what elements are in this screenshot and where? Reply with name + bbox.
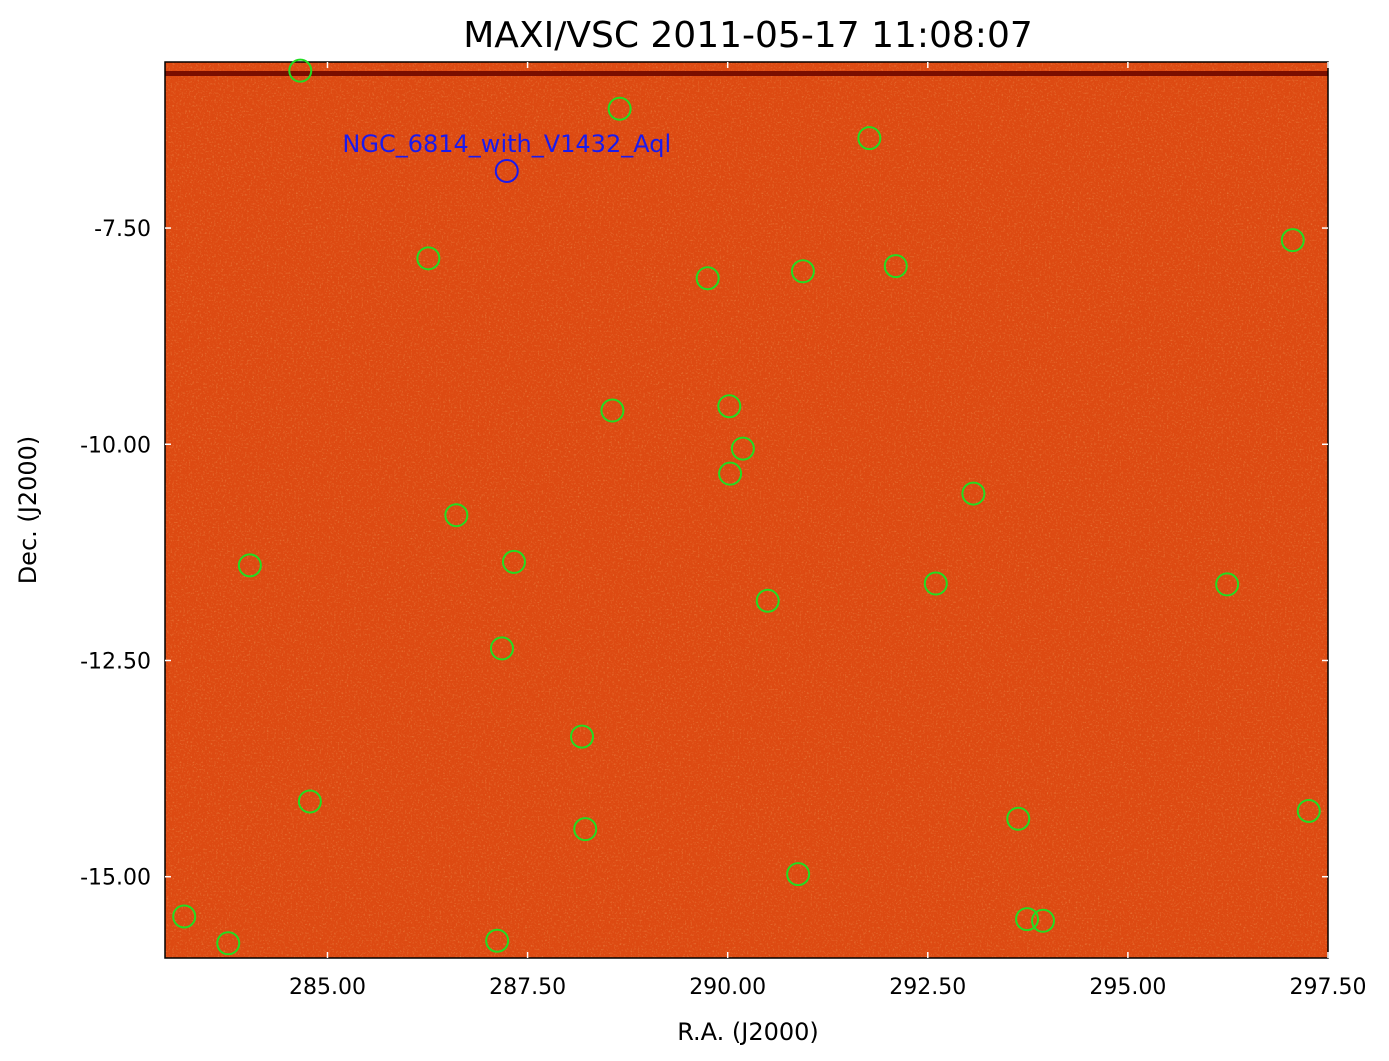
y-axis-label: Dec. (J2000) (14, 436, 42, 585)
source-marker (1006, 806, 1031, 831)
sky-image (165, 62, 1328, 958)
source-marker (297, 789, 322, 814)
y-tick-label: -15.00 (80, 866, 151, 891)
source-marker (1215, 572, 1240, 597)
source-marker (485, 928, 510, 953)
source-marker (416, 246, 441, 271)
source-marker (1280, 228, 1305, 253)
x-tick-label: 287.50 (489, 975, 566, 1000)
source-marker (755, 588, 780, 613)
source-marker (961, 481, 986, 506)
x-tick-label: 285.00 (289, 975, 366, 1000)
y-tick-label: -12.50 (80, 649, 151, 674)
source-marker (489, 636, 514, 661)
source-marker (923, 571, 948, 596)
y-tick-label: -10.00 (80, 433, 151, 458)
source-marker (172, 904, 197, 929)
source-marker (717, 394, 742, 419)
x-axis-label: R.A. (J2000) (677, 1018, 819, 1046)
plot-frame (164, 61, 1329, 959)
image-edge (165, 71, 1328, 76)
chart-title: MAXI/VSC 2011-05-17 11:08:07 (463, 15, 1033, 56)
source-marker (1031, 908, 1056, 933)
source-marker (730, 436, 755, 461)
y-tick-label: -7.50 (94, 217, 151, 242)
source-marker (570, 724, 595, 749)
source-marker (444, 503, 469, 528)
source-marker (883, 254, 908, 279)
source-marker (1296, 798, 1321, 823)
source-marker (718, 461, 743, 486)
source-marker (857, 126, 882, 151)
source-marker (790, 259, 815, 284)
source-marker (494, 158, 519, 183)
source-label: NGC_6814_with_V1432_Aql (342, 130, 671, 158)
source-marker (288, 58, 313, 83)
source-marker (1015, 907, 1040, 932)
source-marker (216, 931, 241, 956)
source-marker (600, 398, 625, 423)
source-marker (786, 862, 811, 887)
x-tick-label: 292.50 (889, 975, 966, 1000)
source-marker (695, 266, 720, 291)
x-tick-label: 297.50 (1290, 975, 1367, 1000)
image-noise (165, 62, 1328, 958)
source-marker (607, 96, 632, 121)
source-marker (237, 553, 262, 578)
x-tick-label: 290.00 (689, 975, 766, 1000)
source-marker (501, 549, 526, 574)
x-tick-label: 295.00 (1089, 975, 1166, 1000)
source-marker (573, 817, 598, 842)
